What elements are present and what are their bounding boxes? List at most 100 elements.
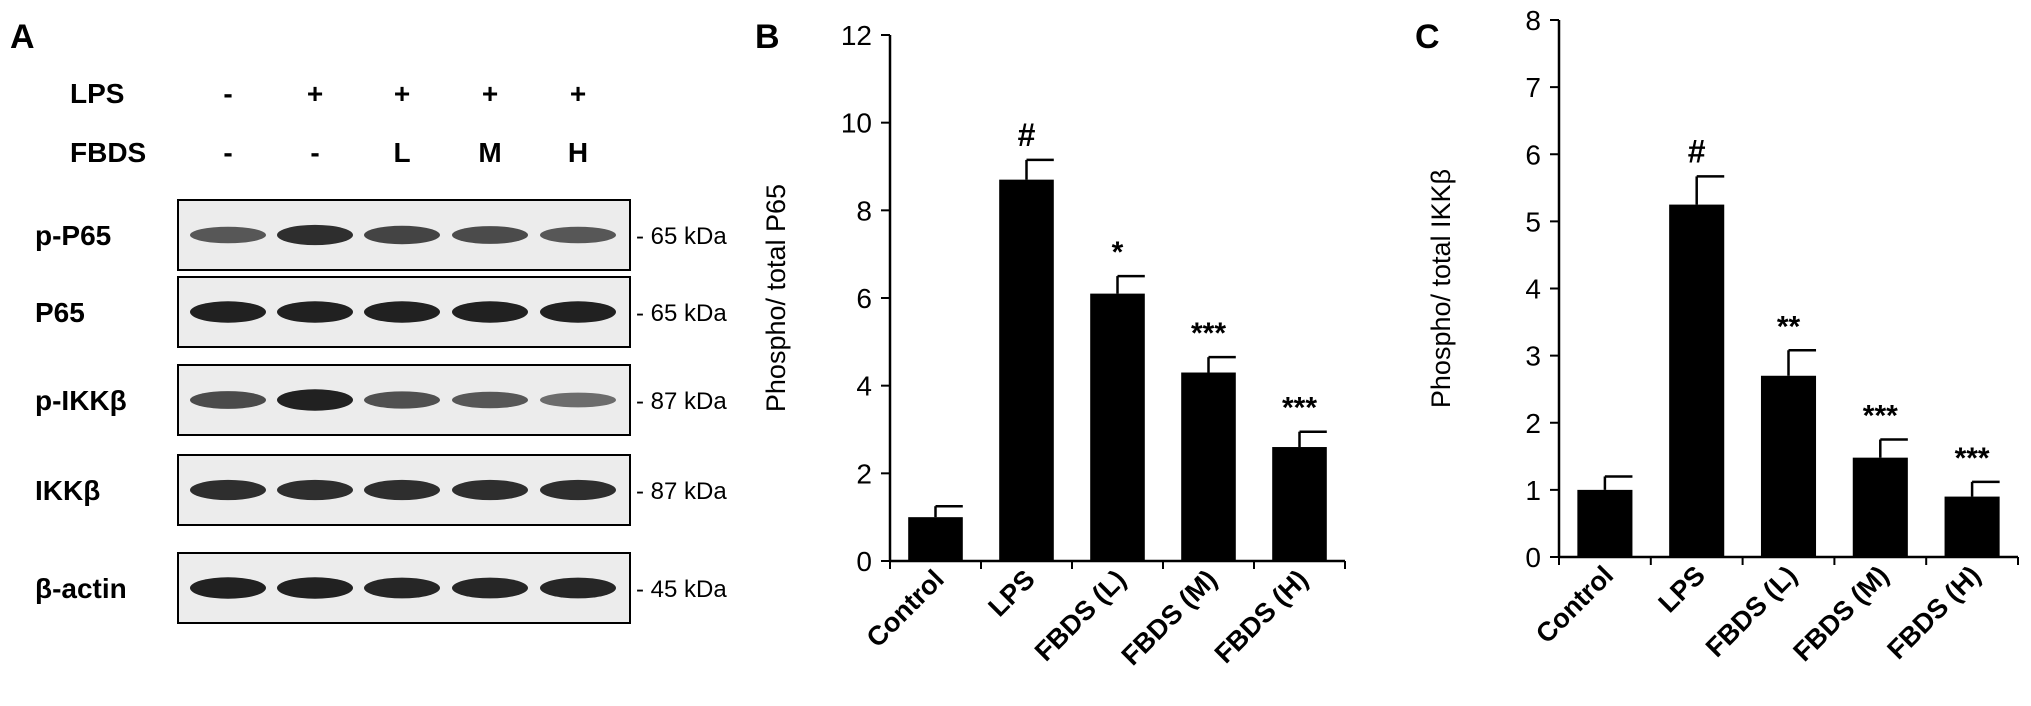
category-label-control: Control: [1530, 560, 1619, 649]
bar-lps: [1669, 204, 1725, 557]
significance-mark: ***: [1863, 400, 1898, 433]
category-label-control: Control: [861, 564, 950, 653]
treatment-fbds-lane-5: H: [568, 137, 588, 168]
panel-a-western-blot: A LPS - + + + + FBDS - - L M H p-P65 - 65 kDa P65 - 65…: [10, 18, 727, 624]
blot-band: [364, 391, 440, 409]
y-tick-label: 12: [841, 20, 872, 51]
category-label-fbds-m: FBDS (M): [1787, 560, 1894, 667]
treatment-fbds-lane-2: -: [310, 137, 319, 168]
y-tick-label: 7: [1525, 72, 1541, 103]
bar-control: [908, 517, 963, 561]
blot-band: [277, 479, 353, 501]
blot-band: [452, 577, 528, 599]
treatment-rows: LPS - + + + + FBDS - - L M H: [70, 78, 588, 168]
bar-fbds-h: [1272, 447, 1327, 561]
blot-size-p-p65: - 65 kDa: [636, 223, 727, 250]
y-tick-label: 3: [1525, 341, 1541, 372]
panel-c-label: C: [1415, 18, 1440, 56]
panel-b-label: B: [755, 18, 780, 56]
y-tick-label: 0: [1525, 542, 1541, 573]
bar-fbds-l: [1760, 375, 1817, 557]
category-label-fbds-h: FBDS (H): [1209, 564, 1314, 669]
blot-strips: p-P65 - 65 kDa P65 - 65 kDa p-IKKβ - 87 kDa IK…: [35, 199, 727, 624]
treatment-fbds-lane-4: M: [478, 137, 501, 168]
panel-b-chart: B 0 2 4 6 8 10 12 Phospho/ total P65 Control # LPS…: [755, 18, 1346, 671]
blot-band: [190, 479, 266, 501]
blot-size-p-ikk: - 87 kDa: [636, 388, 727, 415]
treatment-lps-lane-4: +: [482, 78, 498, 109]
treatment-fbds-lane-3: L: [393, 137, 410, 168]
bar-control: [1577, 489, 1633, 557]
significance-mark: ***: [1955, 442, 1990, 475]
y-tick-label: 5: [1525, 206, 1541, 237]
bar-fbds-h: [1944, 496, 2000, 557]
y-tick-label: 2: [856, 458, 872, 489]
y-axis-label: Phospho/ total P65: [761, 184, 791, 412]
category-label-lps: LPS: [1653, 560, 1711, 618]
blot-band: [364, 301, 440, 323]
treatment-lps-lane-3: +: [394, 78, 410, 109]
blot-band: [190, 226, 266, 244]
treatment-fbds-lane-1: -: [223, 137, 232, 168]
bar-lps: [999, 179, 1054, 561]
bar-fbds-m: [1852, 457, 1908, 557]
treatment-lps-lane-1: -: [223, 78, 232, 109]
treatment-lps-lane-2: +: [307, 78, 323, 109]
blot-band: [452, 479, 528, 501]
blot-band: [190, 391, 266, 409]
significance-mark: #: [1018, 117, 1036, 153]
y-tick-label: 8: [1525, 5, 1541, 36]
significance-mark: ***: [1191, 317, 1226, 350]
y-tick-label: 10: [841, 108, 872, 139]
bar-fbds-l: [1090, 293, 1145, 561]
blot-band: [540, 479, 616, 501]
blot-label-p65: P65: [35, 297, 85, 328]
significance-mark: *: [1112, 236, 1124, 269]
blot-band: [364, 479, 440, 501]
blot-band: [540, 226, 616, 244]
category-label-fbds-m: FBDS (M): [1116, 564, 1223, 671]
blot-band: [540, 392, 616, 408]
y-tick-label: 1: [1525, 475, 1541, 506]
y-tick-label: 4: [1525, 274, 1541, 305]
blot-band: [277, 224, 353, 246]
blot-band: [277, 301, 353, 323]
y-tick-label: 0: [856, 546, 872, 577]
panel-c-chart: C 0 1 2 3 4 5 6 7 8 Phospho/ total IKKβ Control # LP…: [1415, 5, 2019, 667]
blot-band: [277, 389, 353, 411]
blot-label-p-ikk: p-IKKβ: [35, 385, 127, 416]
y-axis-label: Phospho/ total IKKβ: [1426, 169, 1456, 408]
treatment-label-fbds: FBDS: [70, 137, 146, 168]
blot-band: [277, 577, 353, 599]
category-label-fbds-h: FBDS (H): [1881, 560, 1986, 665]
blot-band: [452, 301, 528, 323]
significance-mark: #: [1688, 133, 1706, 169]
blot-band: [452, 226, 528, 244]
blot-band: [190, 577, 266, 599]
blot-band: [540, 577, 616, 599]
blot-band: [364, 225, 440, 245]
y-tick-label: 4: [856, 371, 872, 402]
panel-a-label: A: [10, 18, 35, 56]
category-label-lps: LPS: [982, 564, 1040, 622]
blot-band: [364, 577, 440, 599]
significance-mark: **: [1777, 310, 1801, 343]
significance-mark: ***: [1282, 392, 1317, 425]
blot-size-actin: - 45 kDa: [636, 576, 727, 603]
treatment-lps-lane-5: +: [570, 78, 586, 109]
blot-label-ikk: IKKβ: [35, 475, 100, 506]
y-tick-label: 6: [856, 283, 872, 314]
blot-band: [540, 301, 616, 323]
blot-size-ikk: - 87 kDa: [636, 478, 727, 505]
blot-label-actin: β-actin: [35, 573, 127, 604]
blot-band: [190, 301, 266, 323]
y-tick-label: 6: [1525, 139, 1541, 170]
category-label-fbds-l: FBDS (L): [1700, 560, 1803, 663]
bar-fbds-m: [1181, 372, 1236, 561]
blot-size-p65: - 65 kDa: [636, 300, 727, 327]
blot-band: [452, 391, 528, 409]
y-tick-label: 8: [856, 195, 872, 226]
y-tick-label: 2: [1525, 408, 1541, 439]
